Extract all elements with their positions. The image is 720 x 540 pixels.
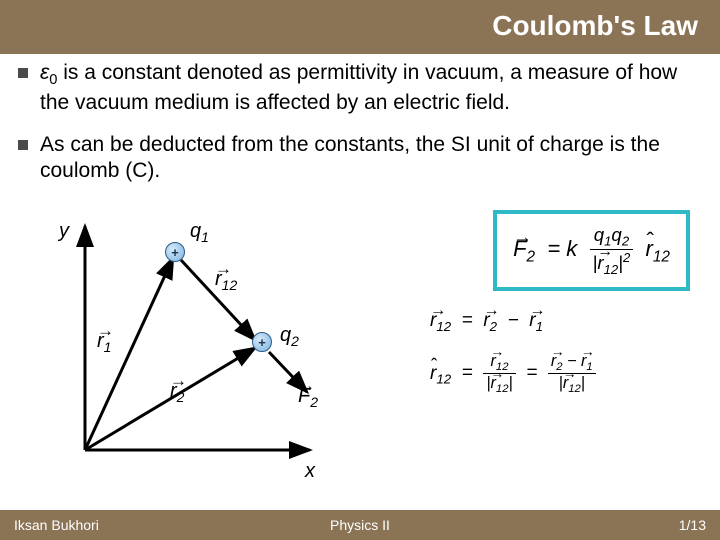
eq-r12-def: r12 = r2 − r1 xyxy=(430,310,680,334)
footer-author: Iksan Bukhori xyxy=(14,517,99,533)
charge-q1: + xyxy=(165,242,185,262)
bullet-icon xyxy=(18,140,28,150)
bullet-2-text: As can be deducted from the constants, t… xyxy=(40,132,702,185)
charge-q2: + xyxy=(252,332,272,352)
r2-label: r2 xyxy=(170,380,184,405)
x-axis-label: x xyxy=(305,460,315,483)
slide-body: ε0 is a constant denoted as permittivity… xyxy=(18,60,702,200)
equations: r12 = r2 − r1 r12 = r12 |r12| = r2 − r1 … xyxy=(430,310,680,413)
coulomb-formula: F2 = k q1q2 |r12|2 r12 xyxy=(513,224,670,277)
slide-footer: Iksan Bukhori Physics II 1/13 xyxy=(0,510,720,540)
q2-label: q2 xyxy=(280,324,299,349)
r12-label: r12 xyxy=(215,268,237,293)
bullet-2: As can be deducted from the constants, t… xyxy=(18,132,702,185)
bullet-icon xyxy=(18,68,28,78)
q1-label: q1 xyxy=(190,220,209,245)
bullet-1-text: ε0 is a constant denoted as permittivity… xyxy=(40,60,702,116)
F2-label: F2 xyxy=(298,385,318,410)
slide-header: Coulomb's Law xyxy=(0,0,720,54)
slide: { "header": { "title": "Coulomb's Law" }… xyxy=(0,0,720,540)
epsilon-symbol: ε xyxy=(40,61,49,84)
bullet-1: ε0 is a constant denoted as permittivity… xyxy=(18,60,702,116)
eq-r12-hat: r12 = r12 |r12| = r2 − r1 |r12| xyxy=(430,352,680,395)
vector-diagram: + + y x q1 q2 r1 r2 r12 F2 xyxy=(55,220,375,480)
footer-page: 1/13 xyxy=(679,517,706,533)
footer-course: Physics II xyxy=(330,517,390,533)
slide-title: Coulomb's Law xyxy=(492,10,698,42)
y-axis-label: y xyxy=(59,220,69,243)
r1-label: r1 xyxy=(97,330,111,355)
bullet-1-rest: is a constant denoted as permittivity in… xyxy=(40,61,677,114)
coulomb-formula-box: F2 = k q1q2 |r12|2 r12 xyxy=(493,210,690,291)
